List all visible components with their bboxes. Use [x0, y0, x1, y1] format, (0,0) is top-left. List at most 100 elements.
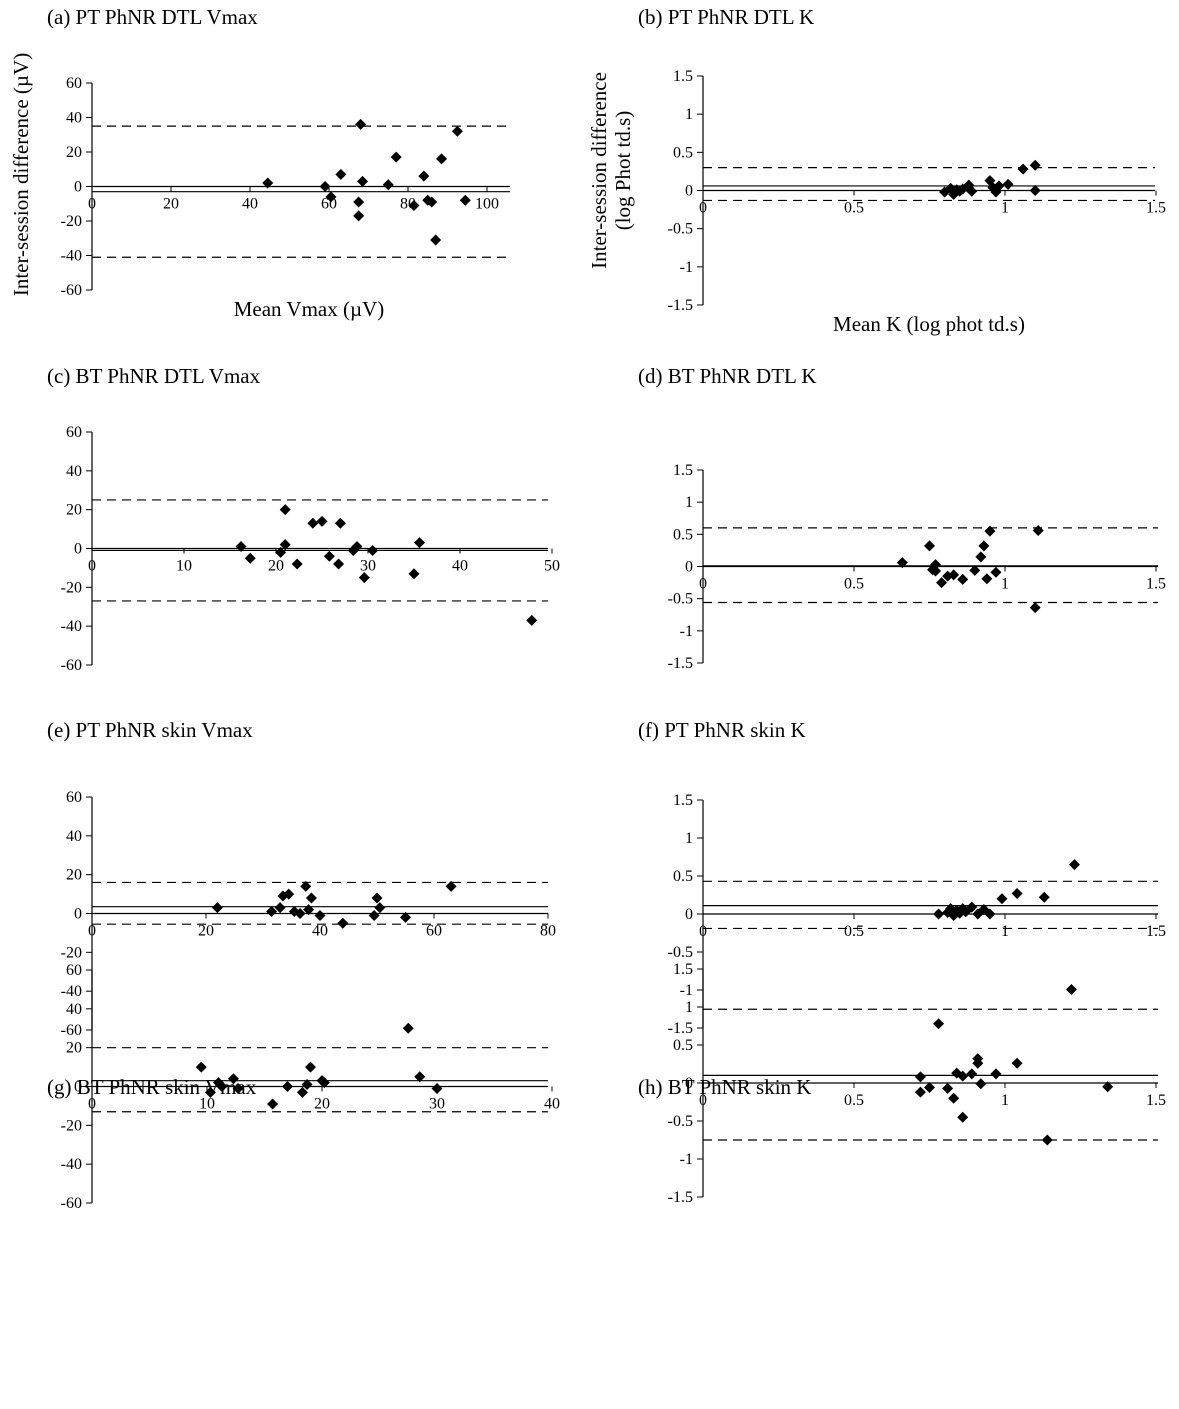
- chart-f-y-tick-label: 0: [685, 906, 693, 923]
- chart-b-x-tick-label: 1: [1001, 200, 1009, 217]
- chart-b-y-tick-label: 0: [685, 183, 693, 200]
- chart-b-x-tick-label: 1.5: [1146, 200, 1166, 217]
- chart-c-point: [279, 504, 291, 516]
- chart-g-point: [282, 1081, 293, 1092]
- chart-d-point: [896, 557, 908, 569]
- chart-e-point: [400, 911, 411, 923]
- chart-e-point: [303, 904, 315, 916]
- chart-g-y-tick-label: 20: [66, 1040, 82, 1057]
- chart-b-title: (b) PT PhNR DTL K: [638, 5, 814, 29]
- chart-a-point: [357, 175, 369, 187]
- chart-b-y-tick-label: -1.5: [668, 297, 693, 314]
- chart-c-y-tick-label: 60: [66, 424, 82, 441]
- chart-d-y-tick-label: -1.5: [668, 655, 693, 672]
- chart-h-y-tick-label: 1: [685, 999, 693, 1016]
- chart-e-y-tick-label: 20: [66, 867, 82, 884]
- chart-d-point: [936, 577, 948, 589]
- chart-d-point: [957, 573, 969, 585]
- chart-g-x-tick-label: 0: [88, 1096, 96, 1113]
- chart-d-point: [930, 559, 942, 571]
- chart-f-y-tick-label: 1: [685, 830, 693, 847]
- chart-c-y-tick-label: 0: [74, 541, 82, 558]
- chart-c-x-tick-label: 20: [268, 558, 284, 575]
- chart-e-x-tick-label: 40: [312, 923, 328, 940]
- chart-b-y-label: Inter-session difference(log Phot td.s): [587, 72, 635, 269]
- chart-e-point: [368, 909, 380, 921]
- chart-b-x-label: Mean K (log phot td.s): [833, 312, 1025, 336]
- chart-e-point: [314, 909, 326, 921]
- chart-a-point: [262, 177, 274, 189]
- chart-a-point: [426, 196, 438, 208]
- chart-c-point: [526, 614, 538, 626]
- chart-d-x-tick-label: 0.5: [844, 576, 864, 593]
- chart-a-x-tick-label: 40: [242, 196, 258, 213]
- chart-e-y-tick-label: -60: [61, 1022, 82, 1039]
- chart-e-point: [274, 902, 286, 914]
- chart-c-x-tick-label: 10: [176, 558, 192, 575]
- chart-d-y-tick-label: 0.5: [673, 526, 693, 543]
- chart-e-y-tick-label: 40: [66, 828, 82, 845]
- chart-h-point: [933, 1018, 945, 1030]
- chart-f-x-tick-label: 1.5: [1146, 923, 1166, 940]
- chart-d-point: [990, 566, 1002, 578]
- chart-a-x-label: Mean Vmax (µV): [234, 297, 385, 321]
- chart-e-point: [445, 880, 457, 892]
- chart-g-x-tick-label: 40: [544, 1096, 560, 1113]
- chart-h-y-tick-label: -1.5: [668, 1189, 693, 1206]
- chart-d-point: [930, 565, 942, 577]
- chart-c-point: [291, 558, 303, 570]
- chart-g-point: [296, 1086, 308, 1098]
- chart-e-x-tick-label: 60: [426, 923, 442, 940]
- chart-c-point: [334, 517, 346, 529]
- chart-g-y-tick-label: 60: [66, 962, 82, 979]
- chart-a-point: [353, 210, 365, 222]
- chart-e-point: [283, 888, 295, 900]
- chart-a-point: [430, 234, 442, 246]
- chart-c-point: [351, 541, 363, 553]
- chart-d-point: [984, 525, 996, 537]
- chart-c-y-tick-label: -20: [61, 579, 82, 596]
- chart-d-point: [1029, 602, 1041, 614]
- chart-d-point: [1032, 524, 1044, 536]
- chart-h-point: [1065, 984, 1077, 996]
- chart-c-point: [414, 537, 426, 549]
- chart-g-point: [267, 1098, 279, 1110]
- chart-e-point: [305, 892, 317, 904]
- chart-h-y-tick-label: 0.5: [673, 1037, 693, 1054]
- chart-a-point: [408, 199, 420, 211]
- chart-a-point: [418, 170, 430, 182]
- chart-f-point: [1068, 859, 1080, 871]
- chart-e-x-tick-label: 0: [88, 923, 96, 940]
- chart-c-x-tick-label: 0: [88, 558, 96, 575]
- chart-h-point: [924, 1082, 935, 1094]
- chart-a-point: [451, 125, 463, 137]
- chart-f-y-tick-label: -1.5: [668, 1020, 693, 1037]
- chart-h-point: [1102, 1081, 1114, 1093]
- chart-h-point: [972, 1053, 984, 1065]
- chart-c-point: [275, 546, 287, 558]
- chart-e-y-tick-label: 60: [66, 789, 82, 806]
- chart-c-point: [235, 541, 247, 553]
- chart-e-point: [294, 908, 306, 919]
- chart-h-point: [966, 1068, 978, 1080]
- chart-g-point: [227, 1073, 239, 1085]
- chart-c-point: [333, 558, 345, 570]
- chart-f-title: (f) PT PhNR skin K: [638, 718, 806, 742]
- chart-g-point: [232, 1082, 244, 1094]
- chart-c-y-tick-label: -40: [61, 618, 82, 635]
- chart-c-y-tick-label: 20: [66, 502, 82, 519]
- chart-c-x-tick-label: 40: [452, 558, 468, 575]
- chart-f-point: [1038, 891, 1050, 903]
- chart-f-point: [966, 901, 978, 913]
- chart-h-y-tick-label: -1: [680, 1151, 693, 1168]
- chart-a-x-tick-label: 100: [475, 196, 499, 213]
- chart-a-point: [355, 118, 367, 130]
- chart-f-point: [1011, 887, 1023, 899]
- chart-b-y-tick-label: -0.5: [668, 221, 693, 238]
- chart-g-point: [195, 1061, 207, 1073]
- chart-a-point: [325, 191, 337, 203]
- chart-b-point: [1029, 159, 1041, 171]
- chart-d-point: [948, 569, 960, 581]
- chart-b-point: [1002, 178, 1014, 190]
